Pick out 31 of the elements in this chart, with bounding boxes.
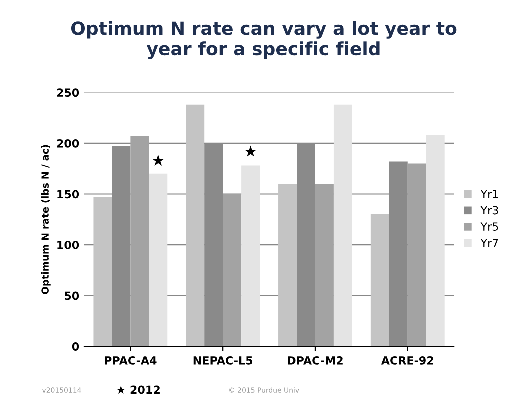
legend-label: Yr7 [480,239,498,248]
y-tick-label: 250 [57,88,80,98]
legend-label: Yr1 [480,190,498,198]
y-tick-label: 200 [57,139,80,148]
bar [370,214,390,347]
bar [149,174,168,347]
bar [130,136,150,347]
y-tick-label: 150 [58,190,80,199]
bar [186,104,205,347]
bar [315,184,334,347]
y-tick-label: 0 [72,342,80,351]
y-tick-label: 100 [58,241,80,250]
bar [334,104,352,347]
legend-label: Yr5 [480,222,498,232]
x-tick-label: DPAC-M2 [288,356,343,365]
x-tick-label: PPAC-A4 [105,356,157,365]
x-tick-label: NEPAC-L5 [194,356,253,365]
bar [426,135,445,347]
x-tick-label: ACRE-92 [381,356,434,365]
bar [223,194,242,347]
legend-label: Yr3 [480,206,498,215]
bar [408,164,426,347]
annotation: ★ [152,154,164,166]
y-tick-label: 50 [65,292,80,300]
text: ★ 2012 [116,386,160,394]
chart-title: Optimum N rate can vary a lot year to year for a specific field [71,21,457,60]
bar [242,166,260,347]
y-axis-title: Optimum N rate (lbs N / ac) [41,145,51,294]
bar [278,184,297,347]
annotation: ★ [244,146,257,157]
bar [94,197,112,347]
